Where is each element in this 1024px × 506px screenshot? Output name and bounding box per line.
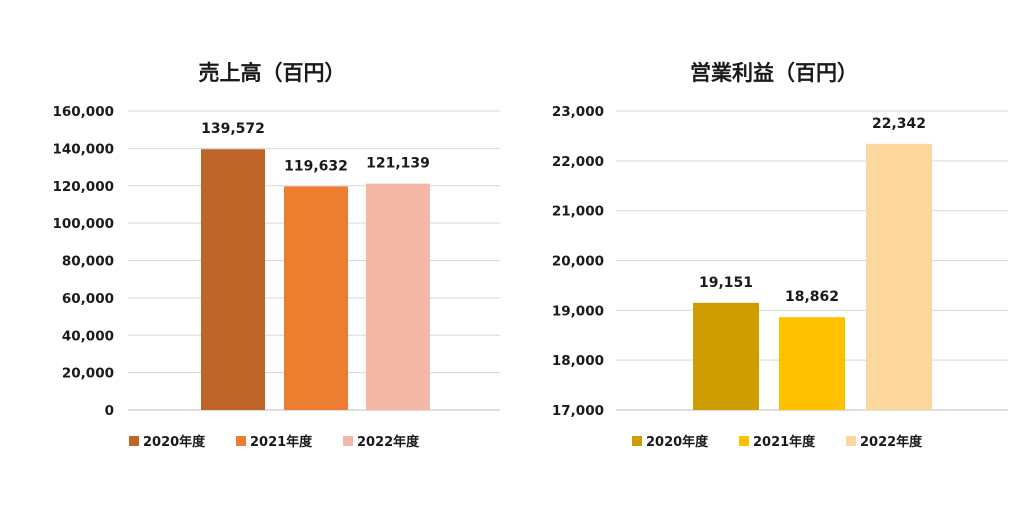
chart-sales-bars xyxy=(201,149,430,411)
legend-swatch xyxy=(236,436,246,446)
chart-profit-y-tick-label: 21,000 xyxy=(552,204,604,220)
legend-swatch xyxy=(739,436,749,446)
chart-sales-data-labels: 139,572 119,632 121,139 xyxy=(201,121,430,174)
chart-profit-legend: 2020年度 2021年度 2022年度 xyxy=(632,434,923,450)
chart-profit-data-label: 22,342 xyxy=(872,116,926,132)
chart-sales-bar xyxy=(284,186,348,410)
chart-profit-title: 営業利益（百円） xyxy=(690,61,858,85)
chart-profit-y-tick-label: 18,000 xyxy=(552,353,604,369)
chart-sales-y-tick-label: 140,000 xyxy=(53,141,115,157)
chart-sales-title: 売上高（百円） xyxy=(199,61,346,85)
chart-sales-y-tick-label: 0 xyxy=(105,403,114,419)
chart-sales-y-axis: 0 20,000 40,000 60,000 80,000 100,000 120,000 1… xyxy=(53,104,115,419)
chart-profit-y-tick-label: 23,000 xyxy=(552,104,604,120)
chart-sales-data-label: 121,139 xyxy=(366,156,430,172)
chart-sales-y-tick-label: 40,000 xyxy=(62,328,114,344)
chart-profit-bars xyxy=(693,143,932,410)
chart-profit-data-label: 18,862 xyxy=(785,289,839,305)
legend-swatch xyxy=(129,436,139,446)
chart-sales-y-tick-label: 80,000 xyxy=(62,254,114,270)
chart-profit-y-tick-label: 20,000 xyxy=(552,254,604,270)
chart-sales-legend: 2020年度 2021年度 2022年度 xyxy=(129,434,420,450)
chart-profit-data-label: 19,151 xyxy=(699,275,753,291)
legend-label: 2021年度 xyxy=(250,434,313,450)
legend-swatch xyxy=(632,436,642,446)
chart-profit-y-tick-label: 22,000 xyxy=(552,154,604,170)
legend-label: 2020年度 xyxy=(646,434,709,450)
legend-label: 2020年度 xyxy=(143,434,206,450)
chart-sales-y-tick-label: 100,000 xyxy=(53,216,115,232)
chart-sales-bar xyxy=(366,183,430,410)
chart-profit-y-tick-label: 19,000 xyxy=(552,303,604,319)
chart-sales-data-label: 139,572 xyxy=(201,121,265,137)
chart-sales-y-tick-label: 60,000 xyxy=(62,291,114,307)
legend-label: 2022年度 xyxy=(357,434,420,450)
chart-sales: 売上高（百円） 0 20,000 40,000 60,000 80,000 100,000… xyxy=(53,61,500,450)
chart-sales-bar xyxy=(201,149,265,411)
legend-swatch xyxy=(343,436,353,446)
chart-profit-bar xyxy=(779,317,845,410)
chart-profit-bar xyxy=(866,143,932,410)
chart-profit-bar xyxy=(693,302,759,410)
legend-label: 2021年度 xyxy=(753,434,816,450)
chart-sales-data-label: 119,632 xyxy=(284,158,348,174)
chart-profit-y-axis: 17,000 18,000 19,000 20,000 21,000 22,000 23,0… xyxy=(552,104,604,419)
chart-sales-y-tick-label: 160,000 xyxy=(53,104,115,120)
chart-sales-y-tick-label: 120,000 xyxy=(53,179,115,195)
chart-profit-y-tick-label: 17,000 xyxy=(552,403,604,419)
chart-sales-y-tick-label: 20,000 xyxy=(62,366,114,382)
legend-swatch xyxy=(846,436,856,446)
chart-operating-profit: 営業利益（百円） 17,000 18,000 19,000 20,000 21,000 2… xyxy=(552,61,1008,450)
chart-profit-data-labels: 19,151 18,862 22,342 xyxy=(699,116,926,305)
legend-label: 2022年度 xyxy=(860,434,923,450)
